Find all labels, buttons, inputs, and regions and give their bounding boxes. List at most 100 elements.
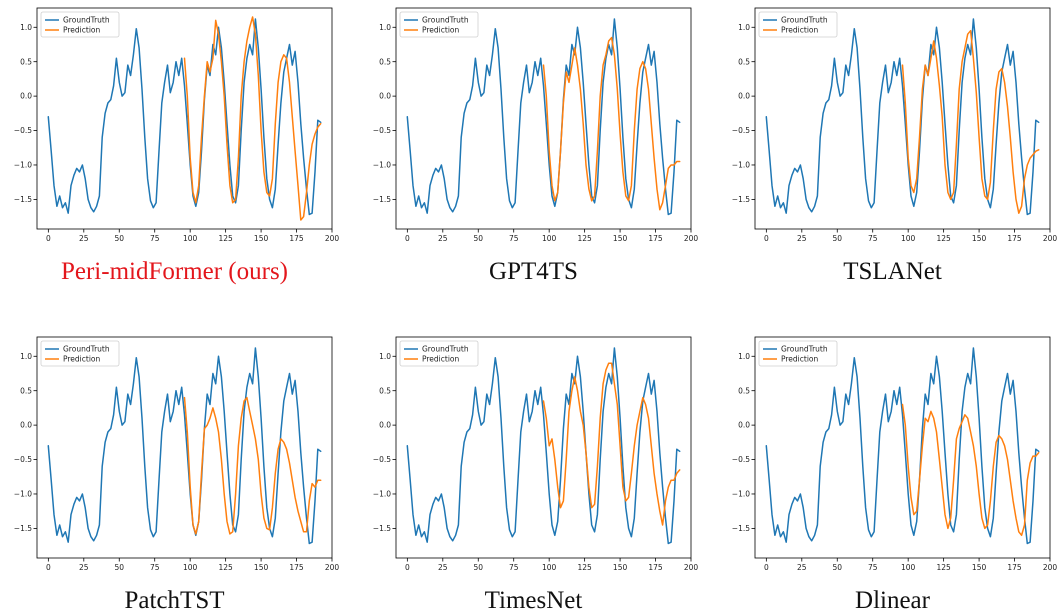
plot-frame <box>36 7 333 230</box>
series-line-prediction <box>901 403 1040 537</box>
y-tick-label: 0.5 <box>379 57 391 66</box>
series-line-groundtruth <box>765 347 1040 545</box>
y-tick-label: 0.5 <box>20 57 32 66</box>
x-tick-label: 50 <box>473 234 483 243</box>
y-tick-label: −1.5 <box>14 195 32 204</box>
x-tick-label: 175 <box>1007 234 1022 243</box>
legend-label: Prediction <box>63 26 101 35</box>
x-tick-label: 0 <box>764 563 769 572</box>
y-tick-label: −1.0 <box>732 490 750 499</box>
series-line-prediction <box>542 36 681 211</box>
y-tick-label: −0.5 <box>14 455 32 464</box>
y-tick-label: −1.5 <box>373 524 391 533</box>
legend-label: GroundTruth <box>422 345 469 354</box>
y-tick-label: −1.0 <box>732 161 750 170</box>
x-tick-label: 200 <box>325 563 340 572</box>
y-tick-label: 1.0 <box>20 23 32 32</box>
x-tick-label: 50 <box>114 234 124 243</box>
legend-box <box>758 340 838 367</box>
x-tick-label: 0 <box>405 234 410 243</box>
legend-box <box>40 340 120 367</box>
x-tick-label: 75 <box>509 234 519 243</box>
x-tick-label: 150 <box>254 234 269 243</box>
subplot-timesnet: 0 25 50 75 100 125 150 175 200 −1.5 −1.0 −0.5 0.0 0.5… <box>373 336 699 611</box>
y-tick-label: 1.0 <box>738 352 750 361</box>
x-tick-label: 200 <box>684 234 699 243</box>
chart-caption: Peri-midFormer (ours) <box>61 258 288 285</box>
y-tick-label: −1.0 <box>373 161 391 170</box>
chart-caption: PatchTST <box>125 587 225 611</box>
x-tick-label: 75 <box>868 234 878 243</box>
x-tick-label: 0 <box>46 563 51 572</box>
x-tick-label: 25 <box>797 563 807 572</box>
axis-ticks: 0 25 50 75 100 125 150 175 200 −1.5 −1.0 −0.5 0.0 0.5… <box>373 352 699 572</box>
x-tick-label: 50 <box>473 563 483 572</box>
legend-label: Prediction <box>63 355 101 364</box>
subplot-dlinear: 0 25 50 75 100 125 150 175 200 −1.5 −1.0 −0.5 0.0 0.5… <box>732 336 1057 611</box>
legend-box <box>399 11 479 38</box>
plot-frame <box>395 336 692 559</box>
x-tick-label: 100 <box>183 234 198 243</box>
legend-label: Prediction <box>781 355 819 364</box>
x-tick-label: 150 <box>972 563 987 572</box>
x-tick-label: 50 <box>114 563 124 572</box>
x-tick-label: 0 <box>405 563 410 572</box>
subplot-tslanet: 0 25 50 75 100 125 150 175 200 −1.5 −1.0 −0.5 0.0 0.5… <box>732 7 1057 285</box>
x-tick-label: 75 <box>150 563 160 572</box>
legend-box <box>40 11 120 38</box>
x-tick-label: 150 <box>613 563 628 572</box>
x-tick-label: 25 <box>79 234 89 243</box>
legend-label: GroundTruth <box>63 345 110 354</box>
series-line-groundtruth <box>47 347 322 545</box>
axis-ticks: 0 25 50 75 100 125 150 175 200 −1.5 −1.0 −0.5 0.0 0.5… <box>373 23 699 243</box>
y-tick-label: 1.0 <box>20 352 32 361</box>
y-tick-label: −0.5 <box>373 126 391 135</box>
legend-label: GroundTruth <box>781 16 828 25</box>
plot-lines <box>47 16 322 221</box>
y-tick-label: 0.0 <box>379 421 391 430</box>
x-tick-label: 200 <box>1043 563 1057 572</box>
x-tick-label: 25 <box>438 234 448 243</box>
series-line-groundtruth <box>47 18 322 216</box>
plot-frame <box>36 336 333 559</box>
axis-ticks: 0 25 50 75 100 125 150 175 200 −1.5 −1.0 −0.5 0.0 0.5… <box>732 23 1057 243</box>
x-tick-label: 175 <box>289 234 304 243</box>
y-tick-label: −1.5 <box>373 195 391 204</box>
x-tick-label: 100 <box>901 563 916 572</box>
y-tick-label: −0.5 <box>732 455 750 464</box>
y-tick-label: 0.0 <box>20 92 32 101</box>
x-tick-label: 125 <box>218 563 233 572</box>
x-tick-label: 125 <box>577 563 592 572</box>
x-tick-label: 25 <box>797 234 807 243</box>
x-tick-label: 175 <box>648 234 663 243</box>
x-tick-label: 75 <box>868 563 878 572</box>
x-tick-label: 100 <box>542 234 557 243</box>
y-tick-label: 0.0 <box>738 421 750 430</box>
y-tick-label: −0.5 <box>732 126 750 135</box>
y-tick-label: −0.5 <box>373 455 391 464</box>
y-tick-label: 0.5 <box>379 386 391 395</box>
x-tick-label: 0 <box>764 234 769 243</box>
x-tick-label: 150 <box>972 234 987 243</box>
legend-box <box>758 11 838 38</box>
y-tick-label: 0.5 <box>738 386 750 395</box>
x-tick-label: 50 <box>832 234 842 243</box>
x-tick-label: 0 <box>46 234 51 243</box>
x-tick-label: 25 <box>79 563 89 572</box>
y-tick-label: 1.0 <box>379 352 391 361</box>
y-tick-label: −1.5 <box>732 195 750 204</box>
y-tick-label: 0.5 <box>738 57 750 66</box>
x-tick-label: 150 <box>613 234 628 243</box>
y-tick-label: −1.0 <box>373 490 391 499</box>
y-tick-label: 0.0 <box>738 92 750 101</box>
y-tick-label: −1.0 <box>14 490 32 499</box>
x-tick-label: 100 <box>183 563 198 572</box>
y-tick-label: 0.0 <box>20 421 32 430</box>
series-line-prediction <box>542 362 681 526</box>
x-tick-label: 100 <box>542 563 557 572</box>
x-tick-label: 175 <box>289 563 304 572</box>
